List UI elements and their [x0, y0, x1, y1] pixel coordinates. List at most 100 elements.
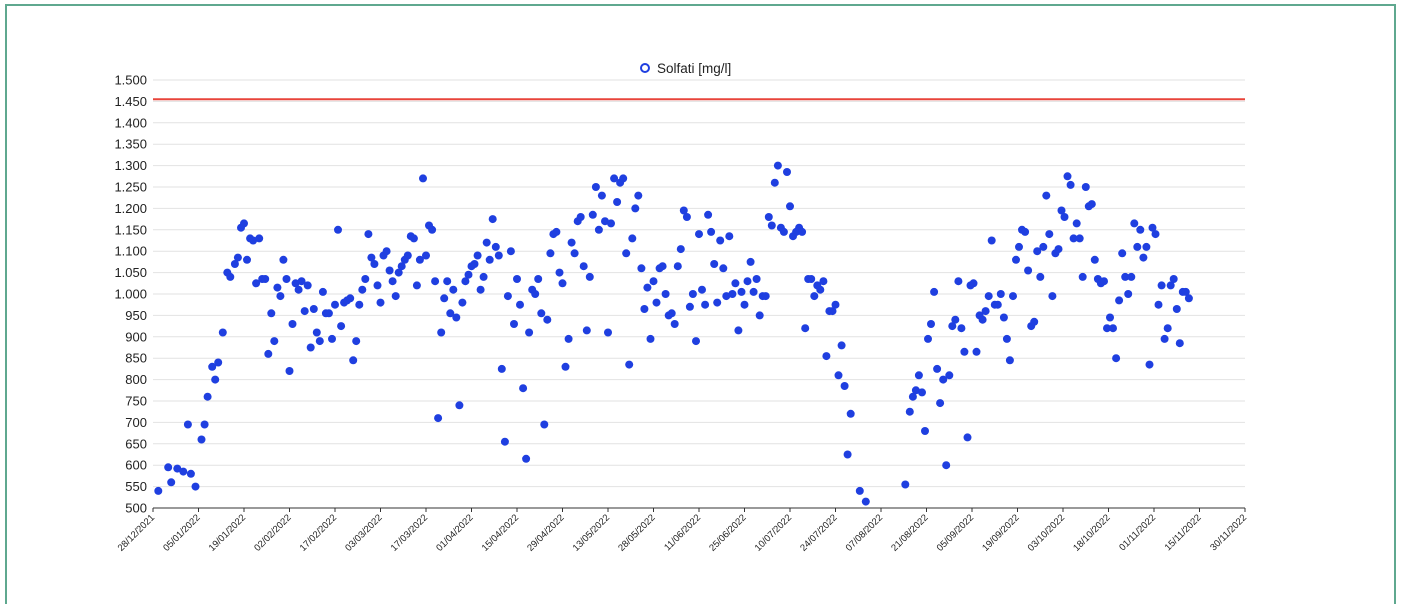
data-point [464, 270, 473, 279]
data-point [1054, 245, 1063, 254]
data-point [352, 337, 361, 346]
y-tick-label: 550 [125, 479, 147, 494]
data-point [1045, 230, 1054, 239]
data-point [358, 285, 367, 294]
data-point [440, 294, 449, 303]
data-point [1106, 313, 1114, 322]
data-point [613, 198, 622, 206]
data-point [594, 225, 603, 234]
data-point [670, 320, 679, 328]
data-point [999, 313, 1008, 322]
data-point [318, 287, 327, 296]
data-point [908, 392, 917, 401]
data-point [1163, 324, 1172, 333]
data-point [984, 292, 993, 301]
data-point [1127, 272, 1136, 281]
data-point [513, 275, 521, 283]
x-tick-label: 18/10/2022 [1071, 512, 1112, 553]
y-axis-tick-labels: 500 550 600 650 700 750 800 850 900 950 1.000 1.050… [114, 73, 147, 516]
data-point [740, 300, 749, 309]
legend-marker-icon [640, 63, 650, 73]
data-point [822, 352, 831, 361]
data-point [503, 292, 512, 301]
data-point [960, 347, 969, 356]
data-point [437, 328, 446, 337]
data-point [506, 247, 515, 256]
data-point [783, 168, 791, 176]
data-point [1130, 219, 1139, 228]
data-point [373, 281, 382, 290]
data-point [579, 262, 588, 271]
data-point [273, 283, 282, 292]
data-point [1009, 292, 1017, 301]
x-tick-label: 21/08/2022 [889, 512, 930, 553]
data-point [525, 328, 534, 337]
data-point [1005, 356, 1014, 365]
data-point [1078, 272, 1087, 281]
data-point [1151, 230, 1160, 239]
data-point [773, 161, 782, 170]
data-point [1090, 255, 1099, 264]
y-tick-label: 1.400 [114, 115, 147, 130]
data-point [819, 277, 828, 286]
y-tick-label: 700 [125, 415, 147, 430]
data-point [183, 420, 192, 429]
data-point [725, 232, 734, 241]
data-point [1148, 223, 1157, 232]
data-point [1124, 290, 1133, 298]
x-tick-label: 13/05/2022 [571, 512, 612, 553]
data-point [1021, 227, 1030, 236]
data-point [531, 290, 540, 298]
data-point [211, 375, 220, 384]
data-point [619, 174, 628, 183]
data-point [634, 191, 643, 200]
data-point [673, 262, 682, 271]
data-point [1181, 287, 1190, 296]
legend: Solfati [mg/l] [640, 61, 731, 76]
data-point [1081, 183, 1090, 191]
data-point [770, 178, 779, 187]
data-point [370, 260, 379, 268]
x-tick-label: 19/09/2022 [980, 512, 1021, 553]
x-tick-label: 25/06/2022 [707, 512, 748, 553]
data-point [930, 287, 939, 296]
data-point [449, 285, 458, 294]
data-point [403, 251, 412, 260]
data-point [996, 290, 1005, 298]
data-point [355, 300, 364, 309]
data-point [1133, 242, 1142, 251]
data-point [285, 367, 294, 375]
data-point [1057, 206, 1066, 215]
y-tick-label: 1.350 [114, 137, 147, 152]
data-point [707, 227, 716, 236]
data-point [324, 309, 333, 318]
x-axis-tick-labels: 28/12/2021 05/01/2022 19/01/2022 02/02/2022… [116, 512, 1249, 553]
data-point [1039, 242, 1048, 251]
data-point [203, 392, 212, 401]
data-point [1145, 360, 1154, 369]
x-tick-label: 28/05/2022 [616, 512, 657, 553]
data-point [412, 281, 421, 290]
data-point [367, 253, 376, 262]
data-point [834, 371, 843, 380]
data-point [652, 298, 661, 307]
y-tick-label: 850 [125, 351, 147, 366]
data-point [1154, 300, 1163, 309]
y-tick-label: 800 [125, 372, 147, 387]
data-point [734, 326, 743, 335]
data-point [643, 283, 652, 292]
data-point [391, 292, 400, 301]
data-point [746, 257, 755, 266]
data-point [279, 255, 288, 264]
data-point [537, 309, 546, 318]
chart-frame [5, 4, 1396, 604]
data-point [1103, 324, 1111, 333]
data-point [470, 260, 479, 268]
data-point [710, 260, 719, 268]
data-point [764, 213, 773, 221]
data-point [522, 454, 531, 463]
data-point [200, 420, 209, 429]
data-point [364, 230, 373, 239]
data-point [334, 225, 342, 234]
data-point [186, 469, 195, 478]
